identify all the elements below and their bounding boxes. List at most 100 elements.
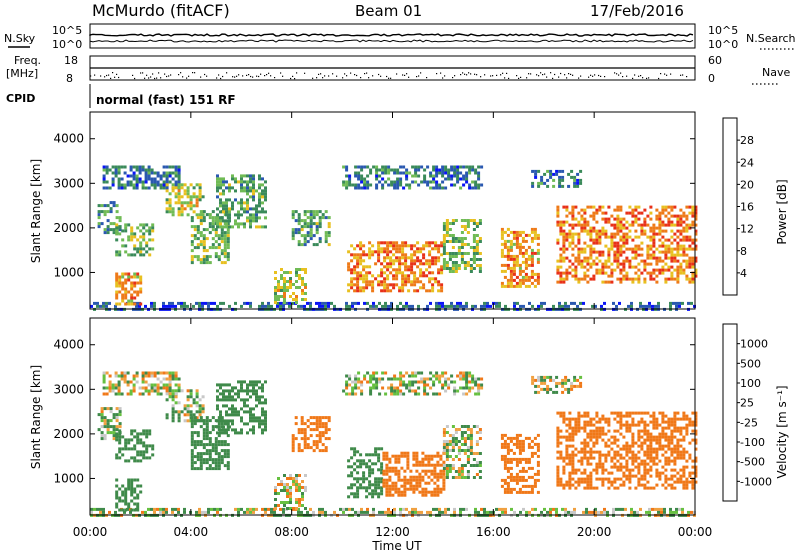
velocity-echo-cell [249,419,252,423]
velocity-echo-cell [121,490,125,494]
power-echo-cell [258,192,261,196]
power-echo-cell [132,165,136,169]
power-echo-cell [252,213,255,217]
power-echo-cell [365,265,369,269]
velocity-echo-cell [500,484,504,488]
power-echo-cell [211,237,215,241]
power-echo-cell [688,235,692,239]
velocity-echo-cell [403,475,407,479]
velocity-echo-cell [118,456,122,460]
power-echo-cell [180,304,183,308]
power-echo-cell [353,253,357,257]
velocity-echo-cell [556,438,560,442]
power-echo-cell [300,219,304,223]
power-echo-cell [216,195,219,199]
power-echo-cell [595,241,599,245]
power-echo-cell [646,250,650,254]
power-echo-cell [399,171,403,175]
velocity-echo-cell [261,422,264,426]
power-echo-cell [330,301,333,305]
power-echo-cell [682,235,686,239]
power-echo-cell [649,262,653,266]
velocity-echo-cell [141,510,144,514]
power-echo-cell [434,262,438,266]
power-echo-cell [447,171,451,175]
velocity-echo-cell [222,395,225,399]
power-echo-cell [356,277,360,281]
power-echo-cell [306,225,310,229]
power-echo-cell [506,254,510,258]
velocity-echo-cell [124,493,128,497]
power-echo-cell [679,229,683,233]
power-echo-cell [148,238,152,242]
velocity-echo-cell [324,422,328,426]
nave-point [342,77,344,79]
power-echo-cell [694,229,698,233]
power-echo-cell [286,286,289,289]
power-echo-cell [150,168,154,172]
power-echo-cell [356,271,360,275]
power-echo-cell [556,268,560,272]
velocity-echo-cell [105,386,109,390]
velocity-echo-cell [261,401,264,405]
velocity-echo-cell [255,398,258,402]
power-echo-cell [586,244,590,248]
velocity-echo-cell [380,462,384,466]
power-echo-cell [442,222,446,225]
velocity-echo-cell [374,477,378,481]
power-echo-cell [649,271,653,275]
power-echo-cell [475,258,479,261]
power-echo-cell [411,174,415,178]
velocity-echo-cell [103,419,107,423]
velocity-echo-cell [474,507,477,511]
velocity-echo-cell [574,447,578,451]
power-echo-cell [682,247,686,251]
power-echo-cell [301,292,304,295]
power-echo-cell [601,229,605,233]
velocity-echo-cell [189,404,193,408]
velocity-echo-cell [576,378,580,382]
velocity-echo-cell [202,452,206,456]
velocity-echo-cell [243,422,246,426]
velocity-echo-cell [202,434,206,438]
power-echo-cell [252,198,255,202]
velocity-echo-cell [123,374,127,378]
velocity-echo-cell [450,380,454,384]
nave-point [618,74,620,76]
power-echo-cell [168,301,171,305]
power-echo-cell [306,301,309,305]
power-echo-cell [411,304,414,308]
velocity-echo-cell [675,507,678,511]
power-echo-cell [255,213,258,217]
power-echo-cell [280,268,283,271]
power-echo-cell [219,225,222,229]
velocity-echo-cell [503,460,507,464]
velocity-echo-cell [249,389,252,393]
power-echo-cell [389,262,393,266]
power-echo-cell [348,177,352,181]
velocity-echo-cell [159,510,162,514]
velocity-echo-cell [252,383,255,387]
power-echo-cell [267,304,270,308]
velocity-echo-cell [127,447,131,451]
power-echo-cell [315,301,318,305]
power-echo-cell [211,210,215,214]
power-echo-cell [121,299,125,303]
velocity-echo-cell [115,425,119,429]
velocity-echo-cell [312,443,316,447]
power-echo-cell [165,171,169,175]
velocity-echo-cell [205,449,209,453]
velocity-echo-cell [142,444,146,448]
velocity-echo-cell [124,438,128,442]
power-echo-cell [604,265,608,269]
power-echo-cell [595,250,599,254]
velocity-echo-cell [360,392,364,396]
velocity-echo-cell [294,416,298,420]
power-echo-cell [378,174,382,178]
velocity-echo-cell [282,507,285,511]
power-echo-cell [423,177,427,181]
power-echo-cell [193,225,197,229]
velocity-echo-cell [121,508,125,512]
velocity-echo-cell [518,445,522,449]
power-echo-cell [618,301,621,305]
